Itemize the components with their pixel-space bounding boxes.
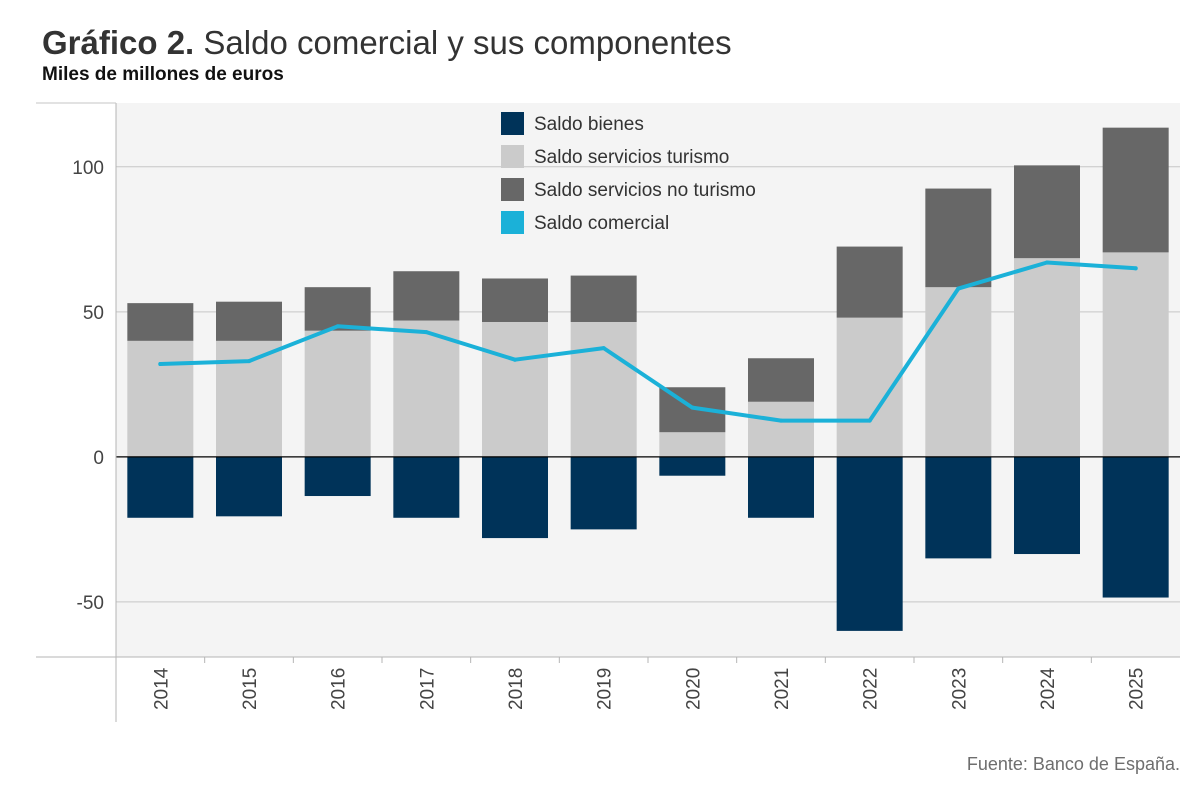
- bar-saldo-bienes-2017: [393, 456, 460, 518]
- bar-saldo-bienes-2021: [748, 456, 814, 518]
- x-tick-label: 2022: [861, 668, 882, 710]
- legend-label: Saldo comercial: [534, 213, 669, 234]
- point-saldo-comercial-2023: [956, 286, 961, 291]
- bar-saldo-bienes-2018: [482, 456, 548, 539]
- legend-swatch: [501, 211, 524, 234]
- y-tick-label: 0: [93, 448, 104, 469]
- chart-title-number: Gráfico 2.: [42, 24, 195, 61]
- bar-saldo-bienes-2020: [659, 456, 726, 476]
- point-saldo-comercial-2017: [424, 330, 429, 335]
- legend-label: Saldo servicios turismo: [534, 147, 729, 168]
- bar-saldo-bienes-2023: [925, 456, 992, 559]
- bar-saldo-servicios-no-turismo-2017: [393, 271, 460, 321]
- x-tick-label: 2023: [949, 668, 970, 710]
- bar-saldo-servicios-no-turismo-2018: [482, 278, 548, 322]
- chart-title: Gráfico 2. Saldo comercial y sus compone…: [42, 24, 732, 62]
- x-tick-label: 2025: [1127, 668, 1148, 710]
- chart-title-text: Saldo comercial y sus componentes: [194, 24, 732, 61]
- bar-saldo-servicios-turismo-2014: [127, 340, 194, 457]
- point-saldo-comercial-2015: [247, 359, 251, 364]
- y-tick-label: 50: [83, 303, 104, 324]
- point-saldo-comercial-2025: [1133, 266, 1138, 271]
- bar-saldo-servicios-turismo-2018: [482, 321, 548, 457]
- bar-saldo-servicios-turismo-2015: [216, 340, 282, 457]
- bar-saldo-bienes-2016: [304, 456, 371, 497]
- bar-saldo-servicios-turismo-2020: [659, 432, 726, 457]
- bar-saldo-servicios-no-turismo-2024: [1014, 165, 1080, 259]
- bar-saldo-servicios-no-turismo-2014: [127, 303, 194, 341]
- legend-label: Saldo bienes: [534, 114, 644, 135]
- bar-saldo-bienes-2014: [127, 456, 194, 518]
- legend-swatch: [501, 145, 524, 168]
- legend-swatch: [501, 112, 524, 135]
- x-tick-label: 2017: [417, 668, 438, 710]
- x-tick-label: 2021: [772, 668, 793, 710]
- bar-saldo-servicios-no-turismo-2022: [836, 246, 903, 318]
- bar-saldo-servicios-no-turismo-2021: [748, 358, 814, 402]
- point-saldo-comercial-2016: [335, 324, 340, 329]
- bar-saldo-servicios-no-turismo-2025: [1102, 127, 1169, 253]
- point-saldo-comercial-2020: [690, 405, 695, 410]
- bar-saldo-servicios-turismo-2019: [570, 321, 637, 457]
- point-saldo-comercial-2021: [779, 418, 783, 423]
- bar-saldo-servicios-turismo-2016: [304, 330, 371, 457]
- bar-saldo-bienes-2019: [570, 456, 637, 530]
- point-saldo-comercial-2014: [158, 362, 163, 367]
- bar-saldo-servicios-no-turismo-2016: [304, 287, 371, 331]
- bar-saldo-bienes-2022: [836, 456, 903, 631]
- bar-saldo-servicios-turismo-2021: [748, 401, 814, 457]
- bar-saldo-bienes-2015: [216, 456, 282, 517]
- bar-saldo-servicios-no-turismo-2023: [925, 188, 992, 288]
- x-tick-label: 2024: [1038, 667, 1059, 710]
- bar-saldo-servicios-turismo-2023: [925, 287, 992, 457]
- point-saldo-comercial-2019: [601, 346, 606, 351]
- bar-saldo-servicios-turismo-2017: [393, 320, 460, 457]
- bar-saldo-servicios-no-turismo-2015: [216, 301, 282, 341]
- point-saldo-comercial-2024: [1045, 260, 1049, 265]
- bar-saldo-bienes-2024: [1014, 456, 1080, 555]
- x-tick-label: 2016: [329, 668, 350, 710]
- bar-saldo-servicios-no-turismo-2019: [570, 275, 637, 322]
- point-saldo-comercial-2018: [513, 357, 517, 362]
- line-saldo-comercial: [158, 260, 1138, 423]
- bar-saldo-bienes-2025: [1102, 456, 1169, 598]
- legend-swatch: [501, 178, 524, 201]
- point-saldo-comercial-2022: [867, 418, 872, 423]
- bar-saldo-servicios-turismo-2024: [1014, 258, 1080, 457]
- y-tick-label: 100: [72, 158, 104, 179]
- x-tick-label: 2018: [506, 668, 527, 710]
- bar-saldo-servicios-turismo-2025: [1102, 252, 1169, 457]
- x-tick-label: 2014: [151, 667, 172, 710]
- legend-label: Saldo servicios no turismo: [534, 180, 756, 201]
- x-tick-label: 2019: [595, 668, 616, 710]
- source-note: Fuente: Banco de España.: [966, 754, 1180, 774]
- x-tick-label: 2020: [683, 668, 704, 710]
- y-tick-label: -50: [77, 593, 104, 614]
- x-tick-label: 2015: [240, 668, 261, 710]
- chart-subtitle: Miles de millones de euros: [42, 64, 284, 85]
